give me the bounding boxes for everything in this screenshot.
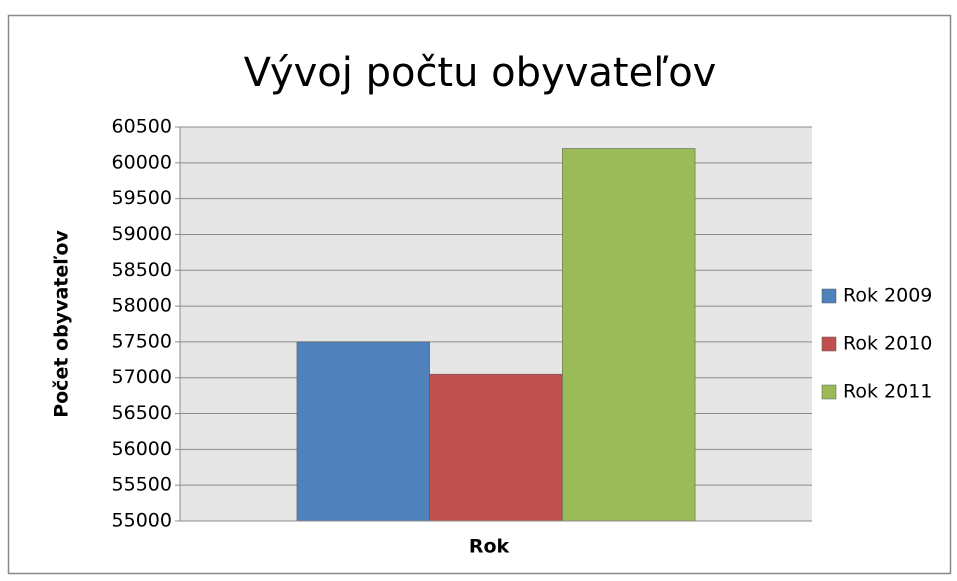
y-tick-label: 55000	[112, 510, 172, 532]
legend-swatch	[821, 384, 837, 400]
y-tick-label: 55500	[112, 474, 172, 496]
bar	[562, 148, 696, 522]
y-tick-label: 58500	[112, 259, 172, 281]
legend-label: Rok 2011	[843, 381, 932, 403]
chart-title: Vývoj počtu obyvateľov	[244, 50, 717, 96]
y-tick-label: 57000	[112, 366, 172, 388]
y-tick-label: 60500	[112, 116, 172, 138]
legend-swatch	[821, 336, 837, 352]
y-tick-label: 59000	[112, 223, 172, 245]
legend-label: Rok 2010	[843, 333, 932, 355]
y-tick-label: 58000	[112, 295, 172, 317]
bar	[296, 341, 430, 522]
y-axis-label: Počet obyvateľov	[51, 230, 73, 418]
y-tick-label: 56500	[112, 402, 172, 424]
legend-label: Rok 2009	[843, 285, 932, 307]
legend-swatch	[821, 288, 837, 304]
y-tick-label: 59500	[112, 187, 172, 209]
bar	[429, 373, 563, 522]
y-tick-label: 57500	[112, 330, 172, 352]
y-tick-label: 56000	[112, 438, 172, 460]
x-axis-label: Rok	[469, 536, 510, 558]
y-tick-label: 60000	[112, 151, 172, 173]
